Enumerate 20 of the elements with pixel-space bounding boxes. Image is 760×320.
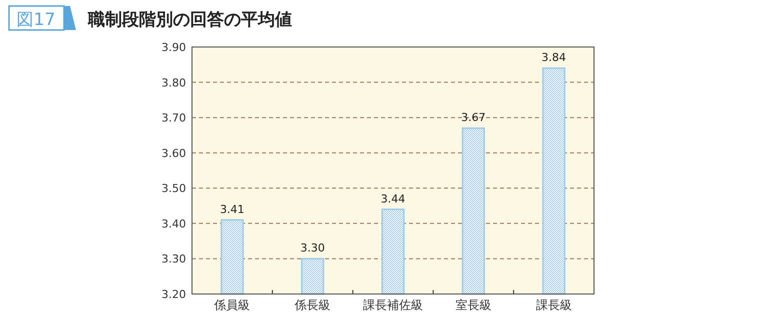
y-tick-label: 3.50 — [162, 182, 186, 196]
data-label: 3.67 — [461, 111, 486, 124]
data-label: 3.41 — [220, 202, 244, 216]
x-tick-label: 係長級 — [294, 298, 331, 312]
y-tick-label: 3.80 — [162, 76, 186, 90]
data-label: 3.84 — [542, 51, 566, 64]
y-tick-label: 3.90 — [162, 41, 186, 54]
x-tick-label: 課長級 — [536, 298, 572, 312]
y-tick-label: 3.70 — [162, 112, 186, 125]
y-tick-label: 3.30 — [162, 252, 186, 266]
x-tick-label: 課長補佐級 — [363, 298, 423, 312]
y-tick-label: 3.60 — [162, 146, 186, 160]
y-tick-label: 3.40 — [162, 217, 186, 230]
x-tick-label: 係員級 — [213, 298, 250, 312]
data-label: 3.44 — [380, 192, 406, 206]
data-label: 3.30 — [300, 242, 325, 255]
caption: 図17 — [16, 10, 56, 30]
y-tick-label: 3.20 — [162, 288, 186, 301]
chart-title: 職制段階別の回答の平均値 — [87, 10, 292, 30]
x-tick-label: 室長級 — [455, 298, 492, 312]
